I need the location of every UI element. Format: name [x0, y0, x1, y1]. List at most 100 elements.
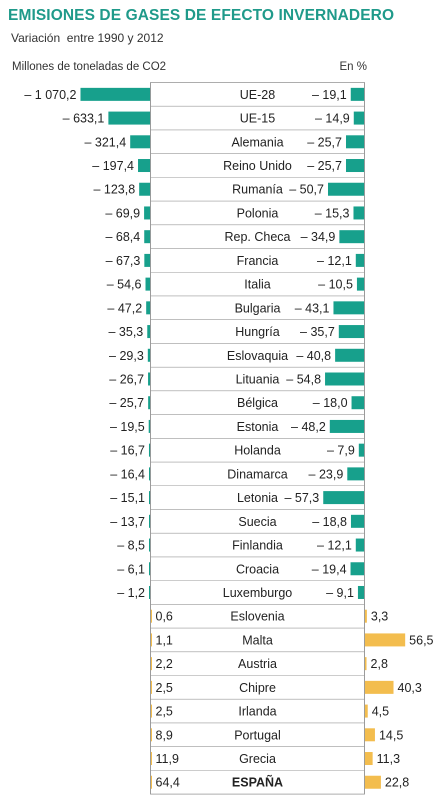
pct-value-label: – 43,1: [295, 301, 330, 315]
pct-bar: [329, 419, 365, 433]
abs-value-label: 8,9: [156, 728, 173, 742]
abs-bar: [148, 396, 151, 410]
pct-value-label: – 19,1: [312, 88, 347, 102]
pct-bar: [364, 633, 406, 647]
category-label: Estonia: [237, 420, 279, 434]
pct-value-label: – 50,7: [289, 183, 324, 197]
abs-value-label: – 633,1: [63, 112, 105, 126]
pct-bar: [355, 253, 365, 267]
pct-value-label: – 48,2: [291, 420, 326, 434]
abs-value-label: – 16,7: [110, 444, 145, 458]
abs-bar: [149, 585, 151, 599]
abs-bar: [150, 657, 152, 671]
pct-value-label: – 35,7: [300, 325, 335, 339]
abs-bar: [150, 680, 152, 694]
abs-bar: [130, 135, 151, 149]
category-label: Luxemburgo: [223, 586, 293, 600]
abs-value-label: – 35,3: [109, 325, 144, 339]
abs-value-label: 64,4: [156, 776, 180, 790]
category-label: Lituania: [236, 373, 280, 387]
abs-bar: [148, 467, 151, 481]
left-axis-label: Millones de toneladas de CO2: [12, 61, 167, 73]
pct-bar: [364, 680, 394, 694]
category-label: Chipre: [239, 681, 276, 695]
category-label: Suecia: [238, 515, 276, 529]
category-label: ESPAÑA: [232, 775, 283, 790]
pct-value-label: 40,3: [398, 681, 422, 695]
pct-bar: [347, 467, 365, 481]
abs-bar: [150, 609, 152, 623]
category-label: Austria: [238, 657, 277, 671]
pct-value-label: – 18,0: [313, 396, 348, 410]
category-label: Eslovaquia: [227, 349, 288, 363]
category-label: Grecia: [239, 752, 276, 766]
pct-bar: [323, 491, 365, 505]
pct-bar: [364, 704, 368, 718]
pct-value-label: 56,5: [409, 633, 433, 647]
pct-value-label: – 7,9: [327, 444, 355, 458]
abs-bar: [150, 728, 152, 742]
pct-value-label: – 18,8: [312, 515, 347, 529]
chart-subtitle: Variación entre 1990 y 2012: [11, 31, 164, 45]
abs-value-label: – 19,5: [110, 420, 145, 434]
abs-bar: [80, 87, 151, 101]
category-label: Alemania: [231, 135, 283, 149]
pct-value-label: – 34,9: [301, 230, 336, 244]
pct-bar: [350, 87, 365, 101]
abs-bar: [148, 372, 151, 386]
abs-bar: [139, 182, 151, 196]
pct-value-label: – 12,1: [317, 254, 352, 268]
abs-value-label: – 26,7: [109, 373, 144, 387]
pct-bar: [364, 728, 375, 742]
abs-value-label: – 67,3: [106, 254, 141, 268]
category-label: Hungría: [235, 325, 280, 339]
category-label: UE-15: [240, 112, 275, 126]
abs-value-label: – 197,4: [92, 159, 134, 173]
category-label: Francia: [237, 254, 279, 268]
pct-value-label: – 12,1: [317, 539, 352, 553]
pct-value-label: 2,8: [371, 657, 388, 671]
right-axis-label: En %: [339, 61, 368, 73]
abs-value-label: 2,5: [156, 705, 173, 719]
abs-bar: [149, 538, 151, 552]
pct-bar: [364, 775, 381, 789]
abs-value-label: 2,5: [156, 681, 173, 695]
abs-bar: [150, 775, 152, 789]
abs-bar: [146, 301, 151, 315]
abs-value-label: – 16,4: [110, 467, 145, 481]
pct-bar: [364, 609, 367, 623]
abs-bar: [150, 633, 152, 647]
chart-title: EMISIONES DE GASES DE EFECTO INVERNADERO: [8, 7, 395, 24]
category-label: Rumanía: [232, 183, 283, 197]
category-label: Eslovenia: [230, 610, 284, 624]
category-label: Bulgaria: [235, 301, 281, 315]
pct-value-label: 11,3: [377, 752, 400, 766]
pct-bar: [353, 111, 365, 125]
pct-bar: [335, 348, 365, 362]
abs-bar: [144, 230, 151, 244]
abs-value-label: – 69,9: [105, 206, 140, 220]
pct-value-label: – 25,7: [307, 159, 342, 173]
abs-bar: [147, 348, 151, 362]
pct-bar: [356, 277, 365, 291]
category-label: Italia: [244, 278, 270, 292]
pct-bar: [325, 372, 365, 386]
category-label: Rep. Checa: [224, 230, 290, 244]
abs-value-label: 0,6: [156, 610, 173, 624]
abs-bar: [149, 562, 151, 576]
pct-value-label: 14,5: [379, 728, 403, 742]
abs-value-label: – 321,4: [84, 135, 126, 149]
pct-bar: [345, 135, 365, 149]
abs-value-label: 2,2: [156, 657, 173, 671]
abs-value-label: – 6,1: [117, 562, 145, 576]
abs-value-label: – 47,2: [107, 301, 142, 315]
pct-value-label: – 54,8: [286, 373, 321, 387]
abs-value-label: – 15,1: [110, 491, 145, 505]
category-label: Polonia: [237, 206, 279, 220]
pct-bar: [355, 538, 365, 552]
abs-value-label: – 1,2: [117, 586, 145, 600]
pct-value-label: – 23,9: [309, 467, 344, 481]
pct-bar: [333, 301, 365, 315]
category-label: Reino Unido: [223, 159, 292, 173]
